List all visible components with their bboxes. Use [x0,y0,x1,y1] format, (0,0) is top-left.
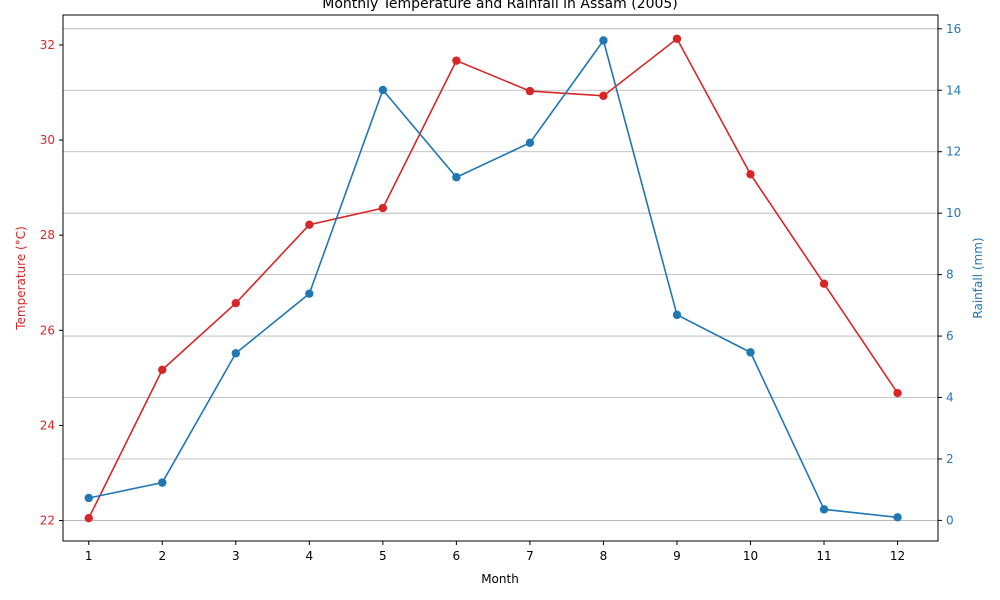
temperature-point [305,220,314,229]
y-left-tick-label: 30 [40,133,55,147]
chart-title: Monthly Temperature and Rainfall in Assa… [322,0,678,12]
temperature-line [88,37,899,519]
rainfall-point [305,289,314,298]
y-left-tick-label: 24 [40,418,55,432]
temperature-point [672,34,682,43]
temperature-point [158,365,167,374]
x-tick-label: 11 [816,549,831,563]
temperature-point [231,299,240,308]
y-right-tick-label: 0 [946,513,954,527]
x-tick-label: 4 [306,549,314,563]
y-right-tick-label: 10 [946,206,961,220]
rainfall-point [819,505,829,514]
x-tick-label: 8 [600,549,608,563]
x-tick-label: 5 [379,549,387,563]
y-right-tick-label: 2 [946,452,954,466]
x-axis-label: Month [481,572,519,586]
temperature-point [525,86,535,96]
x-tick-label: 10 [743,549,758,563]
rainfall-point [672,310,682,320]
x-tick-label: 2 [158,549,166,563]
rainfall-point [893,513,902,522]
y-left-tick-label: 32 [40,38,55,52]
x-axis: 1 2 3 4 5 6 7 8 9 10 11 12 [85,541,905,563]
rainfall-point [84,493,93,503]
x-tick-label: 9 [673,549,681,563]
rainfall-point [231,349,240,358]
temperature-point [84,513,93,523]
y-left-tick-label: 22 [40,514,55,528]
gridlines [63,28,938,521]
rainfall-point [746,348,755,357]
temperature-point [452,56,461,65]
y-right-tick-label: 12 [946,145,961,159]
y-right-tick-label: 14 [946,83,961,97]
rainfall-point [599,36,608,45]
rainfall-line [88,38,898,519]
y-right-tick-label: 16 [946,22,961,36]
rainfall-point [378,85,388,95]
temperature-point [893,388,902,398]
x-tick-label: 12 [890,549,905,563]
temperature-point [378,203,388,213]
series-layer [84,34,902,523]
x-tick-label: 1 [85,549,93,563]
rainfall-point [158,478,167,487]
x-tick-label: 3 [232,549,240,563]
rainfall-point [525,138,535,148]
temperature-point [599,91,608,101]
plot-frame [62,14,939,542]
y-right-tick-label: 4 [946,391,954,405]
y-left-tick-label: 26 [40,323,55,337]
y-right-tick-label: 6 [946,329,954,343]
temperature-point [746,170,755,179]
y-axis-right: 0 2 4 6 8 10 12 14 16 [938,22,961,527]
y-axis-left-label: Temperature (°C) [14,226,28,331]
temperature-point [819,279,829,288]
rainfall-point [452,173,461,182]
x-tick-label: 7 [526,549,534,563]
y-right-tick-label: 8 [946,268,954,282]
y-axis-left: 22 24 26 28 30 32 [40,38,63,528]
y-axis-right-label: Rainfall (mm) [971,237,985,318]
y-left-tick-label: 28 [40,228,55,242]
x-tick-label: 6 [453,549,461,563]
